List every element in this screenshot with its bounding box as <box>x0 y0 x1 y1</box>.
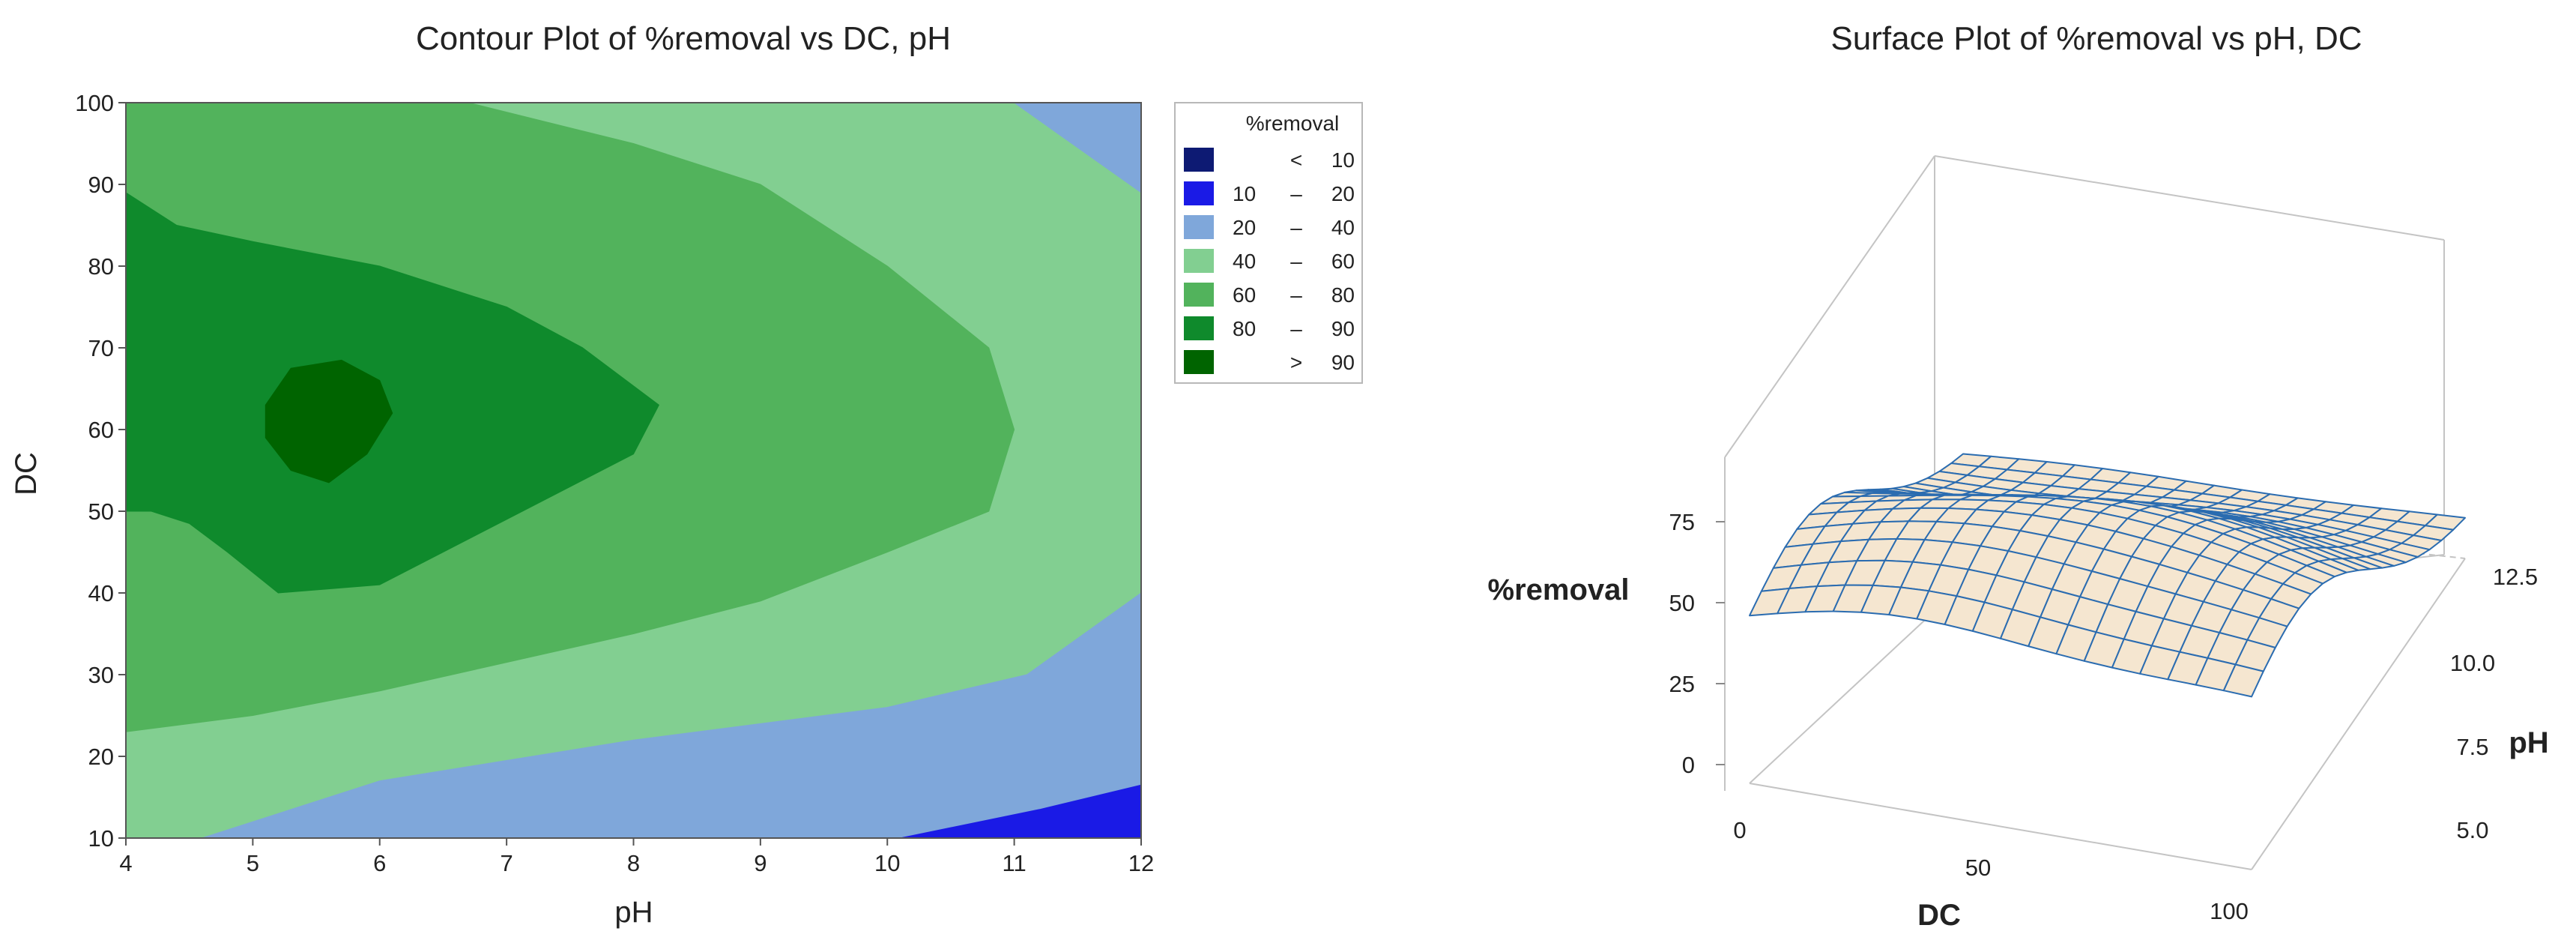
legend-high-4: 80 <box>1331 283 1355 307</box>
legend-low-5: 80 <box>1233 317 1256 340</box>
x-tick-label-8: 12 <box>1128 850 1154 876</box>
legend-swatch-4 <box>1184 283 1214 307</box>
x-tick-label-3: 7 <box>501 850 513 876</box>
legend-swatch-0 <box>1184 148 1214 172</box>
x-tick-label-7: 11 <box>1003 850 1027 876</box>
legend-high-1: 20 <box>1331 182 1355 205</box>
legend-high-6: 90 <box>1331 351 1355 374</box>
surface-mesh <box>1749 453 2466 698</box>
box-back-top-right <box>1934 155 2445 241</box>
legend-sep-2: – <box>1290 216 1302 239</box>
ph-tick-label-1: 7.5 <box>2456 734 2488 760</box>
ph-tick-label-3: 12.5 <box>2493 564 2538 590</box>
contour-y-axis-label: DC <box>10 452 43 495</box>
contour-region-5 <box>264 359 393 483</box>
surface-cell-17-0 <box>2222 663 2264 698</box>
dc-tick-label-0: 0 <box>1733 817 1746 843</box>
contour-axes: 4 5 6 7 8 9 10 11 12 10 20 30 40 50 60 70 80 90 100 <box>75 90 1154 876</box>
legend-box <box>1174 102 1363 384</box>
y-tick-label-2: 30 <box>88 662 114 688</box>
box-floor-front <box>1749 783 2252 870</box>
ph-tick-label-0: 5.0 <box>2456 817 2488 843</box>
legend-sep-6: > <box>1290 351 1302 374</box>
contour-legend: %removal <10 10 – 20 20 – 40 40 – 60 60 – 80 80 – 90 > 90 <box>1174 102 1363 384</box>
y-tick-label-4: 50 <box>88 498 114 525</box>
legend-swatch-1 <box>1184 181 1214 205</box>
legend-swatch-3 <box>1184 249 1214 273</box>
box-back-top-left <box>1724 155 1935 458</box>
legend-sep-1: – <box>1290 182 1302 205</box>
surface-ticks: 0 25 50 75 0 50 100 5.0 7.5 10.0 12.5 <box>1669 509 2539 924</box>
surface-x-axis-label: DC <box>1917 899 1961 932</box>
y-tick-label-0: 10 <box>88 825 114 852</box>
y-tick-label-5: 60 <box>88 417 114 443</box>
x-tick-label-0: 4 <box>119 850 132 876</box>
ph-tick-label-2: 10.0 <box>2450 650 2495 676</box>
legend-title: %removal <box>1246 112 1339 135</box>
y-tick-label-6: 70 <box>88 335 114 361</box>
legend-high-5: 90 <box>1331 317 1355 340</box>
x-tick-label-2: 6 <box>373 850 386 876</box>
legend-high-2: 40 <box>1331 216 1355 239</box>
legend-sep-0: < <box>1290 148 1302 172</box>
y-tick-label-8: 90 <box>88 172 114 198</box>
contour-region-4 <box>125 192 659 594</box>
surface-z-axis-label: %removal <box>1488 573 1630 606</box>
contour-plot-area <box>125 102 1142 839</box>
z-tick-label-2: 50 <box>1669 590 1695 616</box>
legend-sep-3: – <box>1290 250 1302 273</box>
x-tick-label-1: 5 <box>247 850 259 876</box>
x-tick-label-6: 10 <box>874 850 900 876</box>
dc-tick-label-1: 50 <box>1965 855 1991 881</box>
legend-swatch-6 <box>1184 350 1214 374</box>
z-tick-label-3: 75 <box>1669 509 1695 535</box>
legend-entries: <10 10 – 20 20 – 40 40 – 60 60 – 80 80 – 90 > 90 <box>1184 148 1355 374</box>
contour-x-axis-label: pH <box>614 896 653 929</box>
legend-high-0: 10 <box>1331 148 1355 172</box>
y-tick-label-1: 20 <box>88 744 114 770</box>
contour-title: Contour Plot of %removal vs DC, pH <box>416 20 951 57</box>
contour-chart: Contour Plot of %removal vs DC, pH 4 5 6 7 8… <box>10 20 1363 929</box>
legend-sep-5: – <box>1290 317 1302 340</box>
box-floor-right <box>2251 558 2466 870</box>
y-tick-label-9: 100 <box>75 90 114 116</box>
surface-title: Surface Plot of %removal vs pH, DC <box>1830 20 2362 57</box>
x-tick-label-5: 9 <box>754 850 767 876</box>
dc-tick-label-2: 100 <box>2210 898 2249 924</box>
legend-swatch-2 <box>1184 215 1214 239</box>
legend-sep-4: – <box>1290 283 1302 307</box>
legend-low-1: 10 <box>1233 182 1256 205</box>
box-floor-back-left <box>1749 610 1935 784</box>
surface-chart: Surface Plot of %removal vs pH, DC 0 25 50… <box>1488 20 2549 932</box>
surface-y-axis-label: pH <box>2509 726 2548 759</box>
y-tick-label-3: 40 <box>88 580 114 606</box>
legend-swatch-5 <box>1184 316 1214 340</box>
z-tick-label-0: 0 <box>1682 752 1695 778</box>
legend-high-3: 60 <box>1331 250 1355 273</box>
x-tick-label-4: 8 <box>627 850 640 876</box>
z-tick-label-1: 25 <box>1669 671 1695 697</box>
legend-low-4: 60 <box>1233 283 1256 307</box>
legend-low-3: 40 <box>1233 250 1256 273</box>
legend-low-2: 20 <box>1233 216 1256 239</box>
y-tick-label-7: 80 <box>88 253 114 280</box>
